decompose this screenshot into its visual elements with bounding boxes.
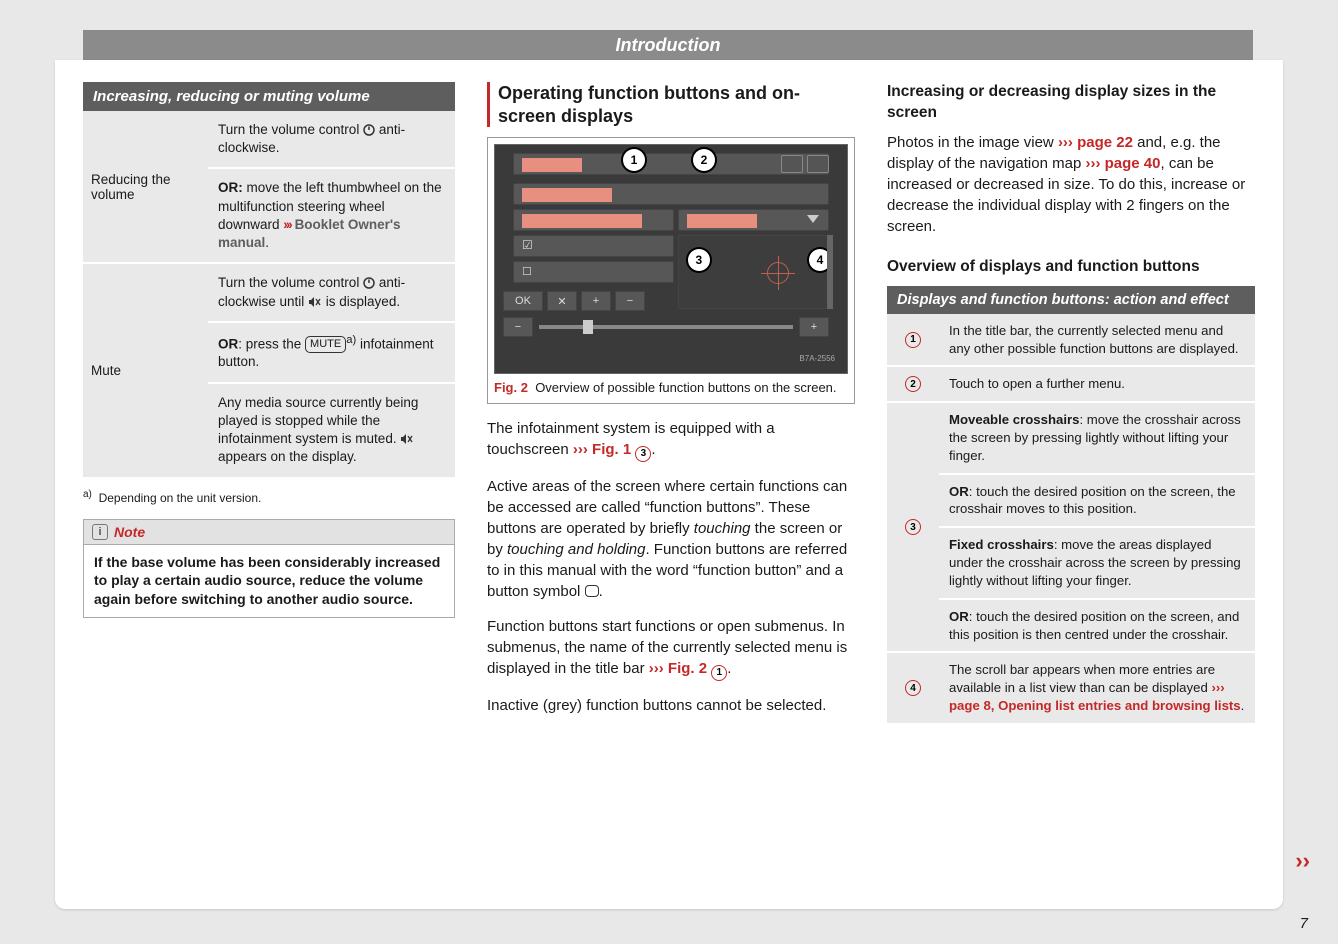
mute-button-label: MUTE [305,336,346,353]
figure-2-image: 1 2 ☑ ☐ 3 4 O [494,144,848,374]
scrollbar [827,235,833,309]
callout-1: 1 [623,149,645,171]
page-header: Introduction [83,30,1253,60]
table1-cell: Turn the volume control anti-clockwise. [208,111,455,169]
ok-button: OK [503,291,543,311]
callout-3: 3 [688,249,710,271]
figure-icon [807,155,829,173]
row-marker: 3 [905,519,921,535]
table1-row-reducing: Reducing the volume Turn the volume cont… [83,111,455,264]
table1-cell: OR: move the left thumbwheel on the mult… [208,169,455,262]
column-left: Increasing, reducing or muting volume Re… [83,82,455,899]
table3-cell: Moveable crosshairs: move the crosshair … [939,403,1255,474]
table3-cell: Touch to open a further menu. [939,367,1255,401]
table3-row: 1 In the title bar, the currently select… [887,314,1255,368]
xref: ››› Fig. 2 [649,660,707,677]
table1-row-label: Mute [83,264,208,476]
table1-footnote: a) Depending on the unit version. [83,489,455,505]
row-marker: 2 [905,376,921,392]
section-title: Operating function buttons and on-screen… [487,82,855,127]
table3-cell: The scroll bar appears when more entries… [939,653,1255,722]
xref: ››› Fig. 1 [573,441,631,458]
footnote-text: Depending on the unit version. [99,491,262,505]
page-body: Increasing, reducing or muting volume Re… [55,60,1283,909]
callout-2: 2 [693,149,715,171]
text: Photos in the image view [887,134,1058,151]
paragraph: Inactive (grey) function buttons cannot … [487,695,855,716]
x-button: ✕ [547,291,577,311]
column-right: Increasing or decreasing display sizes i… [887,82,1255,899]
callout-ref: 3 [635,446,651,462]
note-header: i Note [84,520,454,545]
callout-ref: 1 [711,665,727,681]
table3-cell: In the title bar, the currently selected… [939,314,1255,366]
dropdown-icon [807,215,819,223]
paragraph: Function buttons start functions or open… [487,616,855,681]
figure-tag: B7A-2556 [799,354,835,363]
page-number: 7 [1300,915,1308,932]
xref-icon: ››› [283,217,291,232]
slider-thumb [583,320,593,334]
paragraph: Active areas of the screen where certain… [487,476,855,602]
slider-track [539,325,793,329]
text: The infotainment system is equipped with… [487,420,775,458]
xref: ››› page 40 [1085,155,1160,172]
button-symbol-icon [585,585,599,597]
mute-icon [308,296,322,308]
table1-title: Increasing, reducing or muting volume [83,82,455,111]
volume-knob-icon [363,277,375,289]
xref: ››› page 8, Opening list entries and bro… [949,680,1241,713]
table3-cell: OR: touch the desired position on the sc… [939,475,1255,529]
table1-row-mute: Mute Turn the volume control anti-clockw… [83,264,455,478]
figure-2-caption: Fig. 2 Overview of possible function but… [494,380,848,397]
figure-caption-text: Overview of possible function buttons on… [535,380,836,395]
paragraph: The infotainment system is equipped with… [487,418,855,462]
table3-row: 2 Touch to open a further menu. [887,367,1255,403]
continuation-marker: ›› [1295,848,1310,874]
subheading: Increasing or decreasing display sizes i… [887,82,1255,124]
table1-cell: OR: press the MUTEa) infotainment button… [208,323,455,384]
table1-cell: Any media source currently being played … [208,384,455,477]
table3-row: 3 Moveable crosshairs: move the crosshai… [887,403,1255,653]
paragraph: Photos in the image view ››› page 22 and… [887,132,1255,237]
note-box: i Note If the base volume has been consi… [83,519,455,619]
subheading: Overview of displays and function button… [887,257,1255,278]
table1-cell: Turn the volume control anti-clockwise u… [208,264,455,322]
volume-knob-icon [363,124,375,136]
figure-2: 1 2 ☑ ☐ 3 4 O [487,137,855,404]
xref: ››› page 22 [1058,134,1133,151]
plus-button: + [581,291,611,311]
figure-icon [781,155,803,173]
mute-icon [400,433,414,445]
note-body: If the base volume has been considerably… [84,545,454,618]
note-label: Note [114,524,145,540]
table3-title: Displays and function buttons: action an… [887,286,1255,314]
column-center: Operating function buttons and on-screen… [487,82,855,899]
minus-button: − [615,291,645,311]
row-marker: 4 [905,680,921,696]
footnote-marker: a) [83,489,92,500]
info-icon: i [92,524,108,540]
table3-row: 4 The scroll bar appears when more entri… [887,653,1255,724]
row-marker: 1 [905,332,921,348]
minus-button: − [503,317,533,337]
table1-row-label: Reducing the volume [83,111,208,262]
figure-label: Fig. 2 [494,380,528,395]
table3-cell: OR: touch the desired position on the sc… [939,600,1255,652]
plus-button: + [799,317,829,337]
table3-cell: Fixed crosshairs: move the areas display… [939,528,1255,599]
